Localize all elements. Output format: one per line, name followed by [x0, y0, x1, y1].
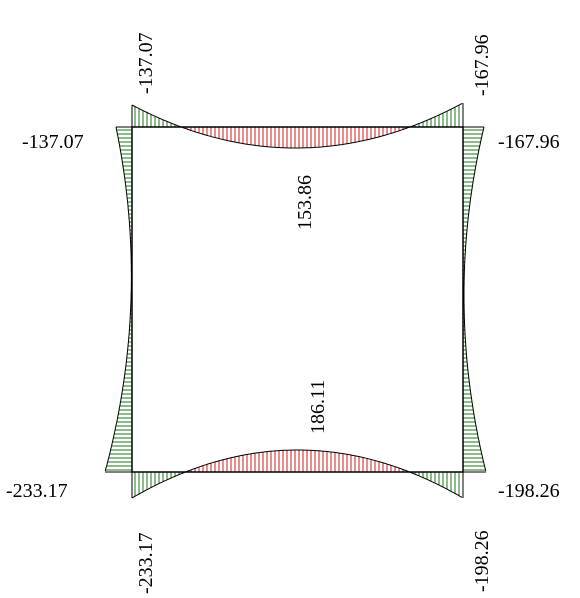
label-bottom-left-column-moment: -233.17: [6, 480, 68, 502]
label-top-beam-midspan-moment: 153.86: [294, 175, 316, 230]
right-column-moment-curve: [463, 126, 487, 472]
label-bottom-beam-midspan-moment: 186.11: [307, 380, 329, 434]
label-top-right-corner-moment: -167.96: [471, 34, 493, 96]
label-top-left-column-moment: -137.07: [22, 131, 84, 153]
label-bottom-left-corner-moment: -233.17: [135, 532, 157, 594]
frame-rectangle: [131, 126, 464, 473]
frame-layer: [131, 126, 464, 473]
bottom-beam-moment-curve: [131, 449, 463, 499]
hatch-layer: [105, 105, 486, 497]
top-beam-moment-curve: [131, 103, 463, 149]
left-column-moment-curve: [104, 126, 132, 472]
label-bottom-right-corner-moment: -198.26: [471, 530, 493, 592]
label-top-right-column-moment: -167.96: [498, 131, 560, 153]
label-bottom-right-column-moment: -198.26: [498, 480, 560, 502]
outline-layer: [104, 103, 487, 499]
label-top-left-corner-moment: -137.07: [135, 32, 157, 94]
